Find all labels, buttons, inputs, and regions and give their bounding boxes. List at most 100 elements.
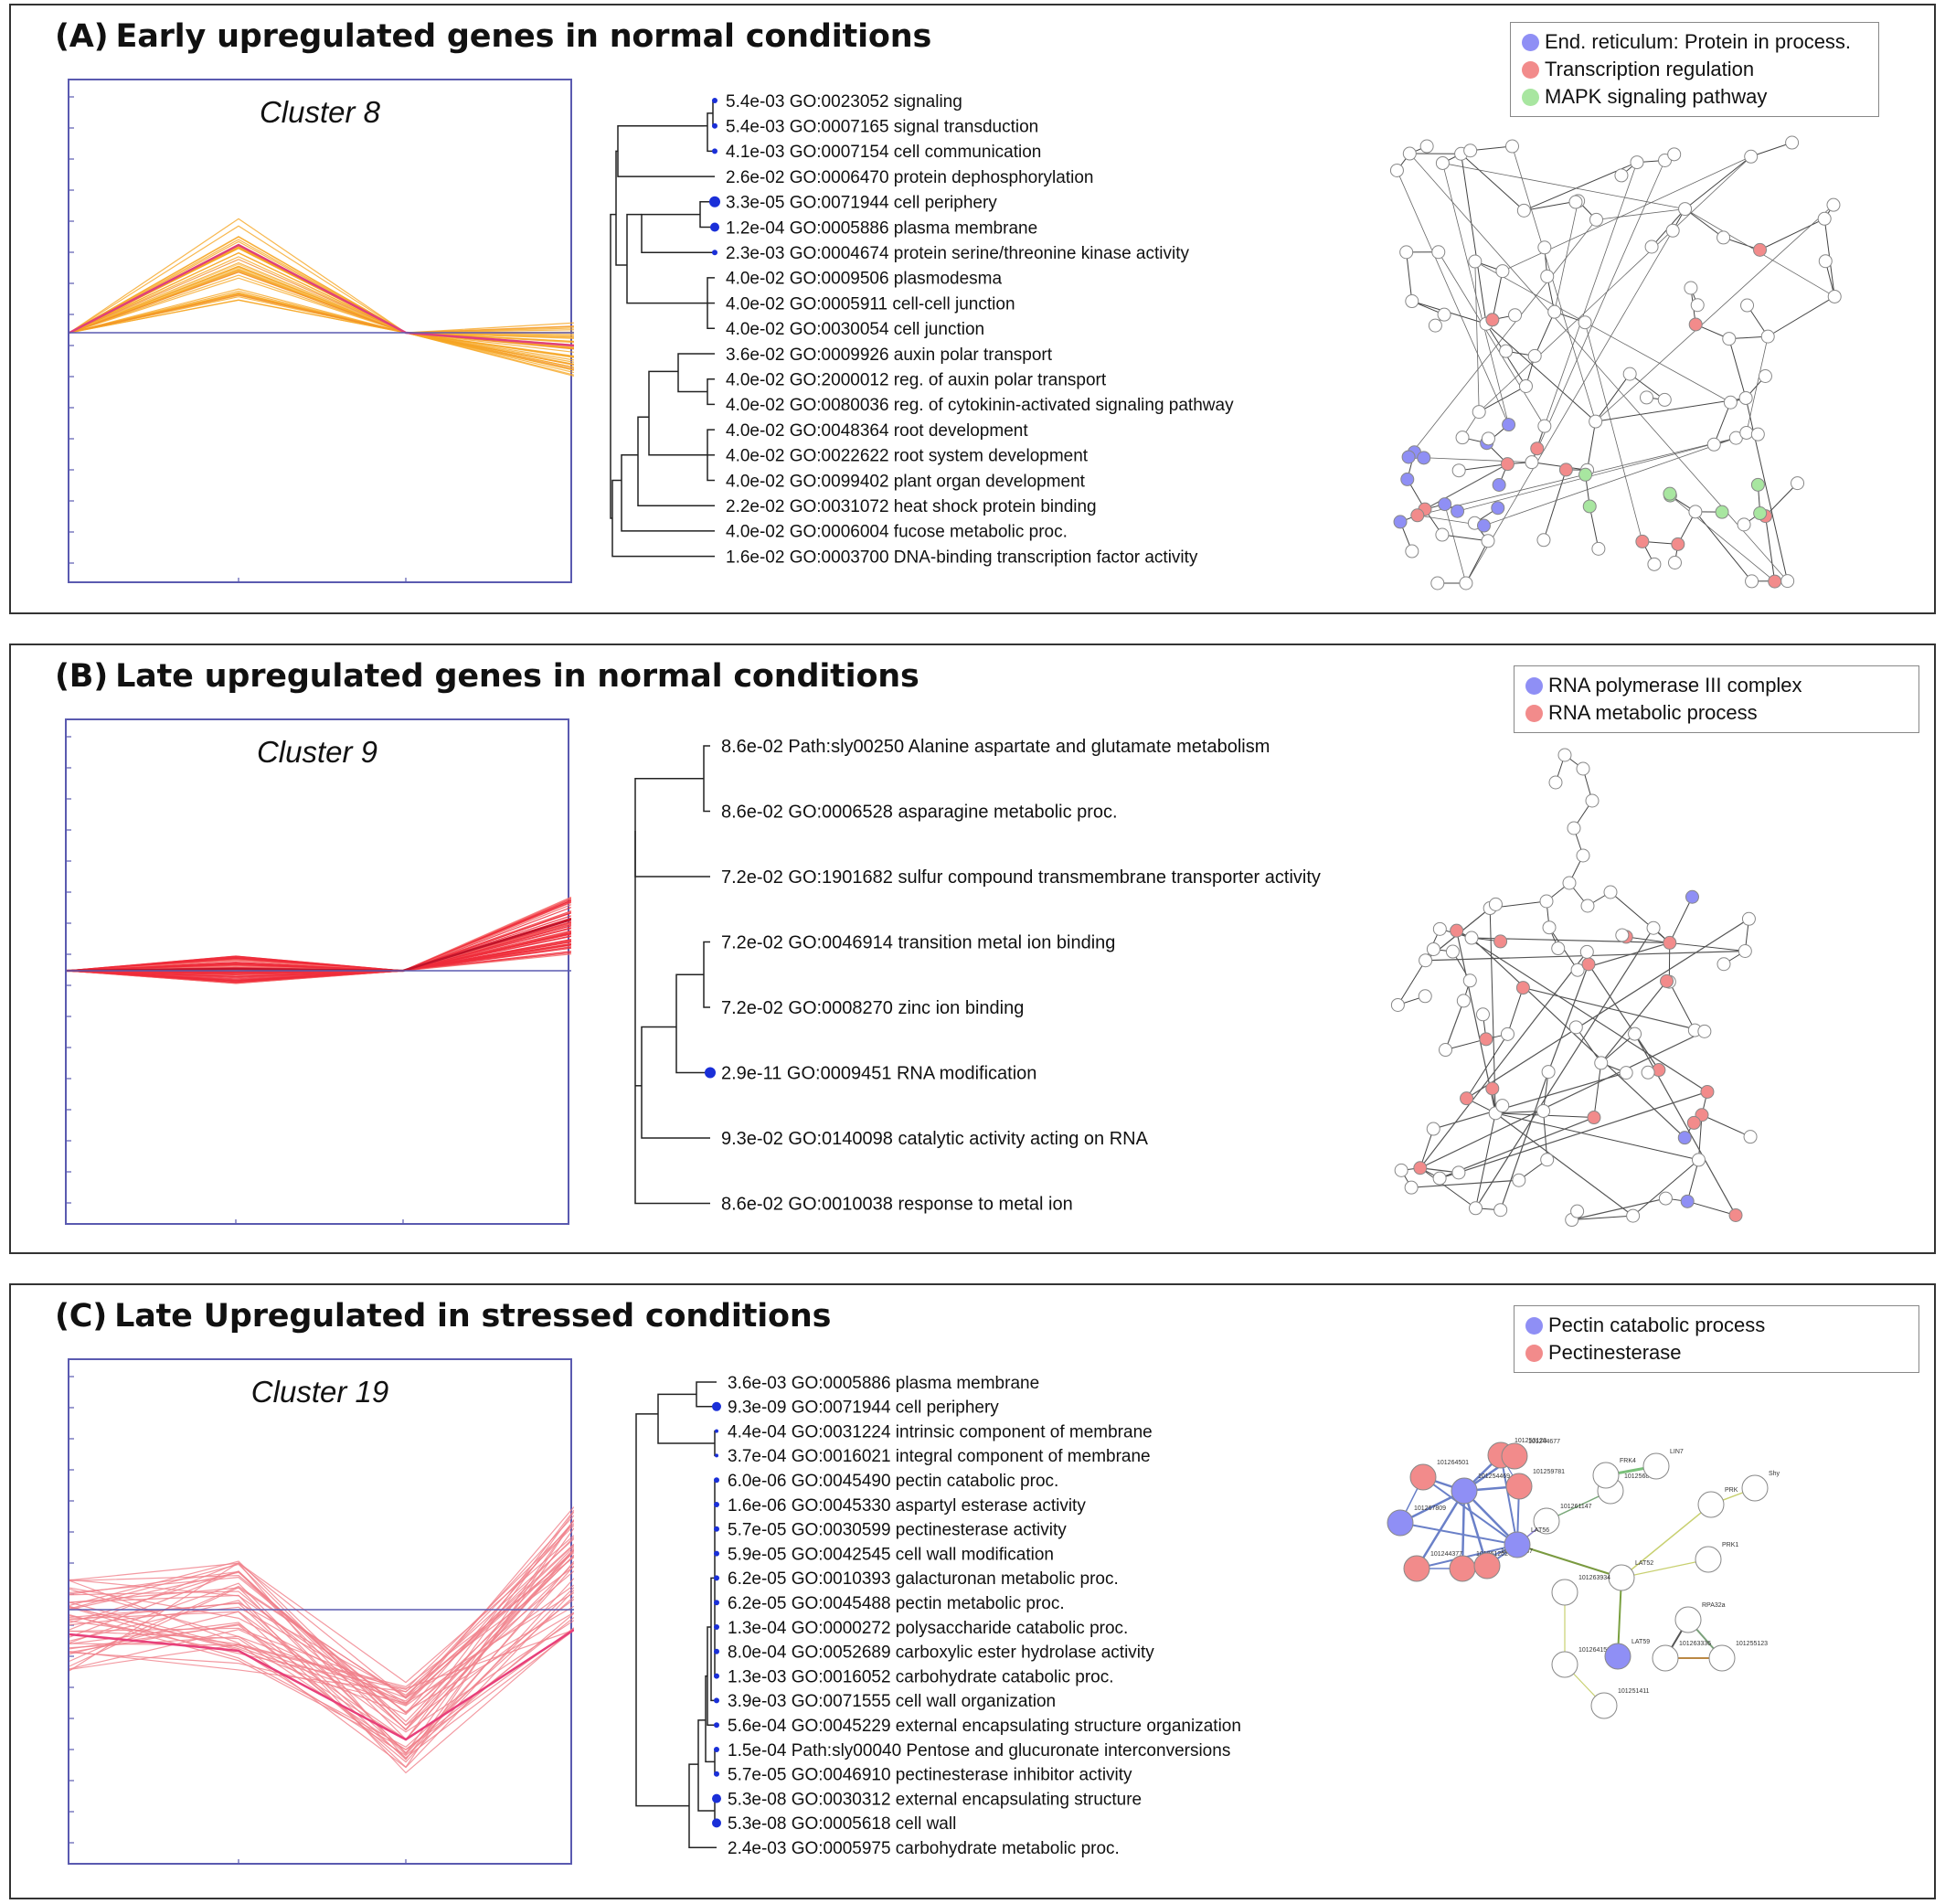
network-node: [1589, 212, 1603, 227]
gene-profile-line: [69, 1548, 574, 1740]
go-term-label: 4.0e-02 GO:2000012 reg. of auxin polar t…: [726, 371, 1107, 390]
go-term-label: 3.3e-05 GO:0071944 cell periphery: [726, 194, 997, 213]
network-node: [1579, 944, 1594, 959]
network-node-label: Shy: [1769, 1471, 1780, 1477]
network-node-label: LAT59: [1631, 1639, 1650, 1645]
mean-profile-line: [69, 1628, 574, 1741]
gene-profile-line: [69, 1562, 574, 1731]
go-term-label: 8.6e-02 GO:0010038 response to metal ion: [721, 1195, 1073, 1215]
network-node: [1426, 1122, 1440, 1136]
gene-profile-line: [69, 1515, 574, 1699]
network-edge: [1669, 941, 1746, 952]
network-edge: [1595, 204, 1834, 422]
mean-profile-line: [67, 918, 571, 973]
network-node: [1402, 146, 1417, 161]
network-node: [1663, 935, 1677, 950]
network-node: [1485, 1081, 1500, 1096]
gene-profile-line: [67, 932, 571, 972]
legend-label: MAPK signaling pathway: [1545, 85, 1768, 108]
network-node: [1394, 1163, 1408, 1177]
go-term-label: 7.2e-02 GO:0046914 transition metal ion …: [721, 933, 1115, 953]
network-edge: [1629, 373, 1665, 400]
panel-c: (C) Late Upregulated in stressed conditio…: [9, 1283, 1936, 1899]
network-legend: RNA polymerase III complex RNA metabolic …: [1514, 665, 1919, 733]
network-node: [1680, 1194, 1695, 1208]
network-edge: [1687, 1200, 1737, 1216]
dendrogram-branch: [611, 479, 715, 558]
network-edge: [1419, 951, 1588, 1169]
network-node: [1451, 463, 1466, 478]
network-edge: [1634, 1033, 1737, 1216]
network-node: [1741, 1474, 1769, 1502]
network-node: [1435, 527, 1450, 542]
network-edge: [1587, 420, 1597, 471]
network-node: [1635, 534, 1650, 548]
gene-profile-line: [69, 1594, 574, 1774]
gene-profile-line: [69, 288, 574, 337]
network-node: [1628, 1026, 1642, 1041]
significance-dot: [714, 1477, 719, 1484]
network-node: [1501, 1442, 1528, 1470]
network-node: [1432, 1171, 1447, 1186]
gene-profile-line: [69, 259, 574, 370]
network-node: [1401, 450, 1416, 464]
network-node: [1508, 308, 1523, 323]
network-node: [1738, 390, 1753, 405]
network-node: [1542, 920, 1557, 935]
network-edge: [1686, 1159, 1699, 1202]
network-node: [1548, 775, 1563, 790]
network-edge: [1621, 1504, 1712, 1579]
network-edge: [1492, 271, 1504, 320]
network-node: [1515, 981, 1530, 995]
network-node: [1413, 1161, 1428, 1175]
legend-label: End. reticulum: Protein in process.: [1545, 30, 1852, 53]
network-node: [1690, 298, 1705, 313]
network-node: [1450, 923, 1464, 938]
go-term-label: 5.3e-08 GO:0030312 external encapsulatin…: [728, 1790, 1142, 1809]
network-edge: [1411, 1179, 1519, 1188]
significance-dot: [714, 1673, 719, 1679]
string-network: [1389, 135, 1842, 590]
network-node-label: 101253120: [1515, 1438, 1546, 1444]
network-node: [1576, 848, 1590, 863]
network-edge: [1588, 963, 1660, 1070]
network-node: [1462, 973, 1477, 988]
network-edge: [1408, 219, 1597, 458]
network-edge: [1523, 986, 1706, 1032]
go-term-label: 5.7e-05 GO:0030599 pectinesterase activi…: [728, 1521, 1067, 1540]
panel-title: (A) Early upregulated genes in normal con…: [55, 18, 931, 55]
dendrogram-branch: [707, 378, 715, 406]
network-node: [1437, 307, 1451, 322]
network-node: [1475, 1007, 1490, 1022]
network-node-label: LIN7: [1670, 1449, 1684, 1455]
network-edge: [1600, 981, 1668, 1064]
dendrogram-branch: [610, 213, 616, 519]
network-node: [1684, 281, 1698, 295]
dendrogram-branch: [703, 941, 710, 1008]
gene-profile-line: [69, 1551, 574, 1697]
panel-title-text: Early upregulated genes in normal condit…: [115, 18, 932, 55]
panel-title: (C) Late Upregulated in stressed conditio…: [55, 1298, 831, 1335]
dendrogram-branch: [696, 1381, 717, 1408]
significance-dot: [709, 196, 720, 207]
network-edge: [1474, 261, 1731, 403]
gene-profile-line: [69, 299, 574, 368]
network-node: [1667, 147, 1682, 162]
network-node: [1451, 1165, 1466, 1180]
network-node: [1485, 313, 1500, 327]
network-node: [1760, 329, 1775, 344]
significance-dot: [714, 1526, 719, 1532]
network-node-label: 101261147: [1560, 1504, 1592, 1510]
legend-label: Pectinesterase: [1548, 1341, 1682, 1364]
network-node: [1642, 1452, 1670, 1480]
gene-profile-line: [69, 1579, 574, 1713]
cluster-profile-plot: Cluster 9: [65, 718, 571, 1225]
network-node-label: LAT56: [1531, 1527, 1549, 1534]
panel-letter: (B): [55, 658, 109, 695]
network-edge: [1474, 261, 1480, 412]
network-legend: Pectin catabolic process Pectinesterase: [1514, 1305, 1919, 1373]
significance-dot: [714, 1697, 719, 1704]
network-node: [1505, 1473, 1533, 1500]
network-node: [1389, 163, 1404, 177]
